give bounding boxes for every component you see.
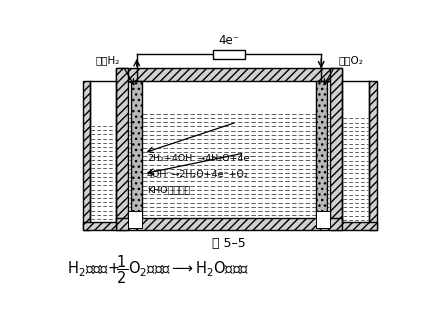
Bar: [82, 81, 90, 230]
Bar: [116, 68, 342, 81]
Bar: [369, 81, 377, 230]
Text: 氢气H₂: 氢气H₂: [95, 56, 120, 66]
Bar: [213, 50, 245, 58]
Text: $\mathregular{H_2}$（气）$+\!\dfrac{1}{2}\mathregular{O_2}$（气）$\longrightarrow\math: $\mathregular{H_2}$（气）$+\!\dfrac{1}{2}\m…: [67, 254, 249, 286]
Text: 4OH⁻→2H₂O+4e⁻+O₂: 4OH⁻→2H₂O+4e⁻+O₂: [147, 170, 249, 179]
Text: KHO电解溶液: KHO电解溶液: [147, 186, 190, 194]
Text: 图 5–5: 图 5–5: [212, 237, 246, 250]
Bar: [128, 111, 330, 218]
Bar: [128, 81, 330, 218]
Bar: [116, 68, 128, 230]
Bar: [90, 123, 116, 222]
Bar: [82, 222, 116, 230]
Bar: [342, 81, 369, 115]
Text: 2H₂+4OH⁻→4H₂O+4e⁻: 2H₂+4OH⁻→4H₂O+4e⁻: [147, 154, 254, 163]
Bar: [342, 222, 377, 230]
Bar: [116, 218, 342, 230]
Bar: [330, 68, 342, 230]
Bar: [131, 81, 142, 218]
Bar: [128, 81, 330, 111]
Bar: [316, 81, 326, 218]
Bar: [342, 115, 369, 222]
Text: 氧气O₂: 氧气O₂: [338, 56, 363, 66]
Bar: [90, 81, 116, 123]
Bar: [316, 212, 330, 228]
Text: 4e⁻: 4e⁻: [218, 34, 240, 47]
Bar: [128, 212, 142, 228]
